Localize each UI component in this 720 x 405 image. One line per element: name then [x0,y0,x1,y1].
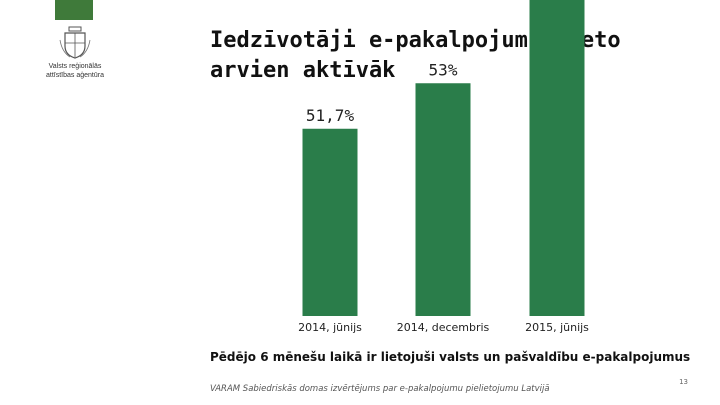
chart-subtitle: Pēdējo 6 mēnešu laikā ir lietojuši valst… [210,350,691,364]
category-label-3: 2015, jūnijs [525,321,589,334]
data-label-2: 53% [429,60,458,79]
brand-color-bar [55,0,93,20]
bar-1 [302,128,358,316]
coat-of-arms-icon [59,26,91,59]
agency-name: Valsts reģionālās attīstības aģentūra [46,63,104,79]
source-note: VARAM Sabiedriskās domas izvērtējums par… [210,384,550,394]
page-number: 13 [679,378,688,386]
bar-3 [529,0,585,316]
category-label-2: 2014, decembris [397,321,490,334]
category-label-1: 2014, jūnijs [298,321,362,334]
title-line-2: arvien aktīvāk [210,58,396,83]
agency-logo: Valsts reģionālās attīstības aģentūra [40,26,110,88]
data-label-1: 51,7% [306,106,355,125]
bar-2 [415,83,471,316]
